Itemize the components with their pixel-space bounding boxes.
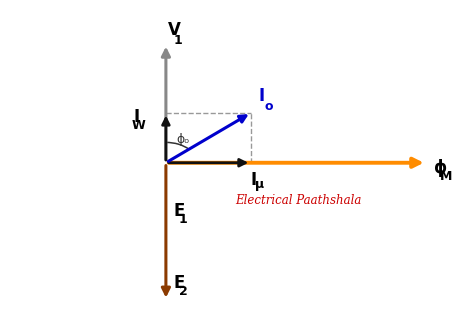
Text: Electrical Paathshala: Electrical Paathshala [236,194,362,207]
Text: E: E [173,202,184,220]
Text: ϕ: ϕ [434,159,447,177]
Text: 2: 2 [179,285,187,298]
Text: o: o [264,100,273,113]
Text: M: M [439,170,452,183]
Text: E: E [173,274,184,292]
Text: V: V [168,21,181,39]
Text: 1: 1 [174,34,182,47]
Text: μ: μ [255,178,264,192]
Text: I: I [258,87,264,105]
Text: I: I [134,108,140,126]
Text: ϕₒ: ϕₒ [177,132,190,146]
Text: W: W [132,119,146,132]
Text: 1: 1 [179,213,187,226]
Text: I: I [251,171,256,189]
